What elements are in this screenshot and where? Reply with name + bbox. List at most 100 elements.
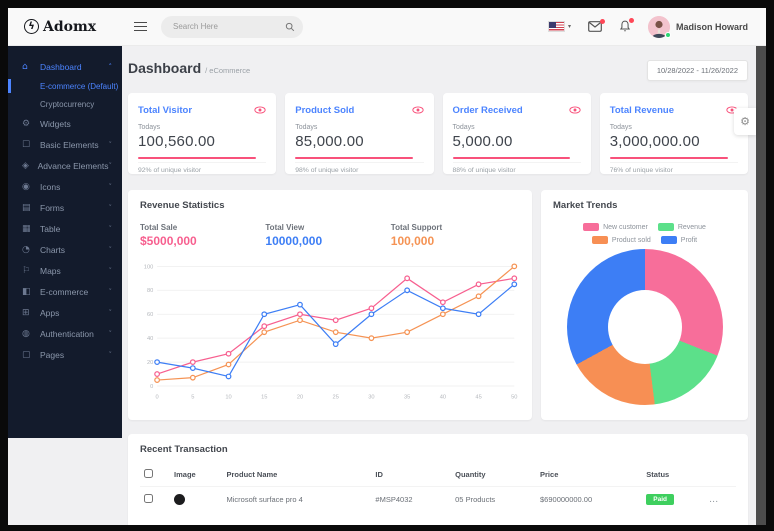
stat-cards-row: Total Visitor Todays 100,560.00 92% of uniq… — [128, 93, 748, 174]
legend-item-profit: Profit — [660, 236, 698, 244]
svg-text:20: 20 — [147, 360, 153, 366]
product-image — [174, 494, 186, 505]
cell-quantity: 05 Products — [451, 486, 537, 512]
breadcrumb-current: / eCommerce — [205, 66, 251, 75]
sidebar-item-label: Advance Elements — [37, 160, 109, 171]
stat-card-period: Todays — [452, 124, 475, 131]
topbar-right: ▾ — [547, 15, 766, 38]
sidebar-item-basic-elements[interactable]: ☐ Basic Elements ˅ — [8, 134, 122, 155]
th-price: Price — [540, 470, 559, 479]
eye-icon[interactable] — [254, 101, 266, 119]
cell-actions: ... — [705, 486, 736, 512]
sidebar-nav: ⌂ Dashboard ˄ E-commerce (Default) Cryptocur… — [8, 56, 122, 365]
svg-text:40: 40 — [440, 394, 446, 400]
stat-card-footnote: 76% of unique visitor — [609, 162, 738, 174]
sidebar-item-apps[interactable]: ⊞ Apps ˅ — [8, 302, 122, 323]
select-all-checkbox[interactable] — [144, 469, 153, 478]
donut-wrap — [553, 244, 736, 410]
bell-icon — [619, 20, 631, 32]
sidebar: ⌂ Dashboard ˄ E-commerce (Default) Cryptocur… — [8, 46, 122, 438]
charts-row: Revenue Statistics Total Sale $5000,000 To… — [128, 190, 748, 420]
date-range-picker[interactable]: 10/28/2022 - 11/26/2022 — [646, 60, 748, 81]
sidebar-subitem-e-commerce-default[interactable]: E-commerce (Default) — [8, 77, 122, 95]
app-surface: ϟ Adomx ▾ — [8, 8, 766, 525]
transactions-table: Image Product Name ID Quantity Price Status M… — [140, 463, 736, 512]
chevron-down-icon: ˅ — [108, 182, 113, 191]
svg-text:40: 40 — [147, 336, 153, 342]
eye-icon[interactable] — [569, 101, 581, 119]
status-badge: Paid — [646, 494, 675, 505]
sidebar-item-label: Authentication — [40, 328, 94, 339]
sidebar-item-label: Widgets — [40, 118, 71, 129]
user-menu[interactable]: Madison Howard — [647, 15, 748, 38]
revenue-stat-label: Total Support — [390, 223, 443, 232]
sidebar-item-label: Charts — [40, 244, 66, 255]
revenue-statistics-panel: Revenue Statistics Total Sale $5000,000 To… — [128, 190, 532, 420]
sidebar-item-table[interactable]: ▦ Table ˅ — [8, 218, 122, 239]
sidebar-item-forms[interactable]: ▤ Forms ˅ — [8, 197, 122, 218]
logo-bolt-icon: ϟ — [24, 19, 39, 34]
sidebar-item-authentication[interactable]: ◍ Authentication ˅ — [8, 323, 122, 344]
language-dropdown[interactable]: ▾ — [547, 21, 571, 32]
menu-toggle-icon[interactable] — [134, 21, 147, 32]
svg-text:30: 30 — [368, 394, 374, 400]
sidebar-item-icons[interactable]: ◉ Icons ˅ — [8, 176, 122, 197]
notifications-button[interactable] — [619, 18, 634, 33]
th-actions — [705, 463, 736, 487]
sidebar-item-advance-elements[interactable]: ◈ Advance Elements ˅ — [8, 155, 122, 176]
stat-card-title: Total Revenue — [609, 104, 674, 116]
search-input[interactable] — [173, 22, 285, 31]
legend-swatch-icon — [660, 236, 677, 244]
legend-item-revenue: Revenue — [657, 223, 706, 231]
chevron-down-icon: ˅ — [108, 308, 113, 317]
stat-card-accent-line — [452, 157, 571, 159]
sidebar-item-dashboard[interactable]: ⌂ Dashboard ˄ — [8, 56, 122, 77]
table-row: Microsoft surface pro 4 #MSP4032 05 Produc… — [140, 486, 736, 512]
recent-transaction-panel: Recent Transaction Image Product Name ID Qu… — [128, 434, 748, 525]
scrollbar[interactable] — [756, 46, 766, 525]
row-checkbox[interactable] — [144, 494, 153, 503]
search-icon — [285, 22, 295, 31]
sidebar-item-e-commerce[interactable]: ◧ E-commerce ˅ — [8, 281, 122, 302]
stat-card-period: Todays — [609, 124, 632, 131]
sidebar-item-maps[interactable]: ⚐ Maps ˅ — [8, 260, 122, 281]
cell-select — [140, 486, 171, 512]
settings-gear-button[interactable]: ⚙ — [734, 108, 756, 135]
apps-icon: ⊞ — [22, 307, 30, 318]
stat-card-title: Product Sold — [295, 104, 355, 116]
sidebar-item-pages[interactable]: ▢ Pages ˅ — [8, 344, 122, 365]
revenue-stat-total-support: Total Support 100,000 — [391, 223, 516, 248]
th-status: Status — [646, 470, 670, 479]
stat-card-footnote: 92% of unique visitor — [138, 162, 267, 174]
messages-button[interactable] — [588, 19, 605, 32]
ecommerce-icon: ◧ — [22, 286, 31, 297]
line-chart-svg: 0 20 40 60 80 100 0 5 10 15 20 25 30 35 40 45 50 — [144, 263, 517, 400]
eye-icon[interactable] — [411, 101, 424, 119]
sidebar-item-label: Basic Elements — [40, 139, 99, 150]
stat-card-accent-line — [295, 157, 414, 159]
main-content: Dashboard / eCommerce 10/28/2022 - 11/26… — [122, 46, 756, 525]
legend-swatch-icon — [583, 223, 600, 231]
widgets-icon: ⚙ — [22, 118, 31, 129]
chevron-down-icon: ▾ — [567, 24, 571, 30]
search-box[interactable] — [161, 15, 303, 38]
cell-id: #MSP4032 — [371, 486, 452, 512]
envelope-icon — [588, 21, 602, 32]
row-menu-button[interactable]: ... — [709, 495, 719, 504]
transactions-title: Recent Transaction — [140, 444, 228, 455]
revenue-line-chart: 0 20 40 60 80 100 0 5 10 15 20 25 30 35 40 45 50 — [140, 254, 520, 411]
sidebar-item-widgets[interactable]: ⚙ Widgets — [8, 113, 122, 134]
maps-icon: ⚐ — [22, 265, 31, 276]
svg-text:25: 25 — [333, 394, 339, 400]
legend-swatch-icon — [591, 236, 608, 244]
revenue-stat-total-sale: Total Sale $5000,000 — [140, 223, 265, 248]
logo[interactable]: ϟ Adomx — [8, 19, 122, 35]
sidebar-subitem-cryptocurrency[interactable]: Cryptocurrency — [40, 99, 95, 109]
legend-label: Product sold — [611, 236, 651, 244]
cell-image — [170, 486, 223, 512]
legend-label: Profit — [680, 236, 698, 244]
sidebar-item-charts[interactable]: ◔ Charts ˅ — [8, 239, 122, 260]
legend-item-product-sold: Product sold — [591, 236, 651, 244]
notification-badge — [628, 18, 634, 23]
cell-price: $690000000.00 — [536, 486, 643, 512]
